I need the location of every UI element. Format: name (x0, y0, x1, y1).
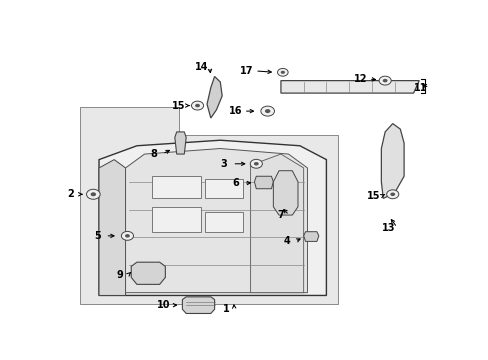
Polygon shape (99, 140, 326, 296)
Text: 9: 9 (116, 270, 123, 280)
Text: 6: 6 (232, 178, 238, 188)
Circle shape (260, 106, 274, 116)
Text: 12: 12 (353, 74, 366, 84)
Polygon shape (206, 76, 222, 118)
Bar (152, 207, 201, 232)
Circle shape (86, 189, 100, 199)
Text: 15: 15 (366, 191, 380, 201)
Text: 16: 16 (228, 106, 242, 116)
Circle shape (121, 231, 133, 240)
Polygon shape (381, 123, 403, 198)
Text: 14: 14 (194, 62, 208, 72)
Circle shape (253, 162, 258, 166)
Text: 13: 13 (382, 222, 395, 233)
Circle shape (264, 109, 270, 113)
Circle shape (277, 68, 287, 76)
Circle shape (250, 159, 262, 168)
Polygon shape (254, 176, 273, 189)
Polygon shape (99, 159, 125, 296)
Bar (205, 179, 243, 198)
Text: 5: 5 (94, 231, 101, 241)
Circle shape (378, 76, 390, 85)
Polygon shape (303, 232, 318, 242)
Text: 8: 8 (150, 149, 157, 159)
Circle shape (382, 79, 387, 82)
Polygon shape (182, 297, 214, 314)
Bar (152, 176, 201, 198)
Bar (205, 212, 243, 232)
Circle shape (125, 234, 130, 238)
Polygon shape (131, 262, 165, 284)
Polygon shape (273, 171, 297, 215)
Text: 4: 4 (283, 237, 289, 246)
Polygon shape (175, 132, 186, 154)
Circle shape (386, 190, 398, 199)
Circle shape (389, 193, 394, 196)
Text: 15: 15 (171, 100, 185, 111)
Circle shape (191, 101, 203, 110)
Polygon shape (125, 149, 307, 293)
Text: 2: 2 (67, 189, 74, 199)
Text: 7: 7 (277, 210, 284, 220)
Polygon shape (80, 107, 337, 304)
Text: 11: 11 (413, 82, 427, 93)
Circle shape (90, 192, 96, 196)
Text: 10: 10 (156, 300, 170, 310)
Circle shape (280, 71, 285, 74)
Circle shape (195, 104, 200, 107)
Text: 1: 1 (222, 304, 229, 314)
Text: 3: 3 (220, 159, 227, 169)
Polygon shape (280, 81, 418, 93)
Polygon shape (250, 154, 303, 293)
Text: 17: 17 (240, 66, 253, 76)
